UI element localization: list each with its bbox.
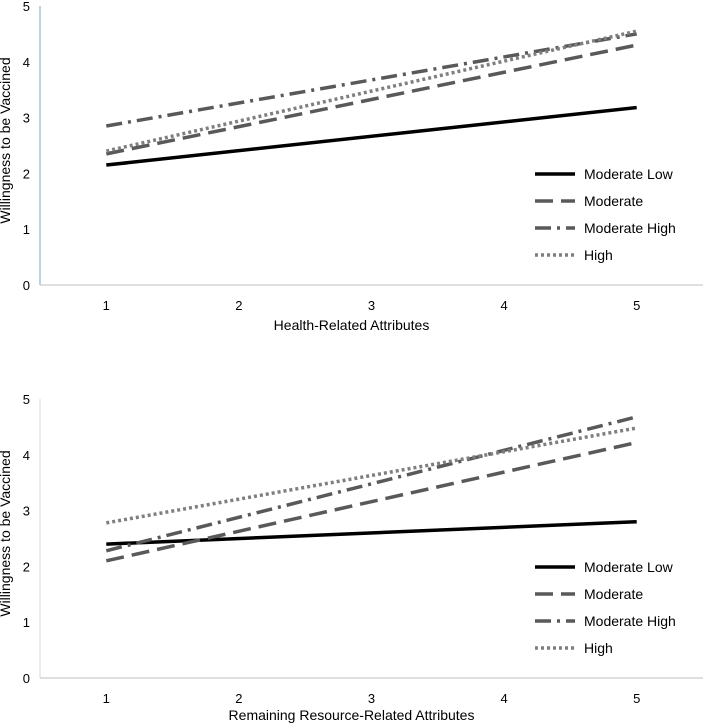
series-line-high (105, 29, 638, 153)
y-tick-label: 4 (23, 55, 30, 70)
x-tick-label: 4 (500, 298, 507, 313)
y-tick-label: 2 (23, 559, 30, 574)
y-tick-label: 1 (23, 222, 30, 237)
x-tick-label: 5 (633, 691, 640, 706)
y-tick-label: 3 (23, 111, 30, 126)
y-tick-label: 1 (23, 615, 30, 630)
y-tick-label: 4 (23, 448, 30, 463)
series-line-high (105, 426, 638, 525)
chart-1: 0 1 2 3 4 5 1 2 3 4 5 Health-Related Attributes Will… (0, 0, 703, 333)
x-tick-label: 1 (103, 298, 110, 313)
x-tick-label: 1 (103, 691, 110, 706)
x-tick-label: 4 (500, 691, 507, 706)
series-line-moderate-low (106, 520, 637, 546)
legend-label: Moderate Low (584, 166, 674, 182)
y-tick-label: 2 (23, 166, 30, 181)
legend-label: High (584, 640, 613, 656)
chart-2: 0 1 2 3 4 5 1 2 3 4 5 Remaining Resource-Related At… (0, 392, 703, 723)
series-line-moderate-high (106, 32, 637, 128)
legend-label: High (584, 247, 613, 263)
series-line-moderate-high (105, 415, 638, 553)
series-line-moderate-low (106, 105, 637, 167)
x-tick-label: 3 (368, 691, 375, 706)
y-axis-title: Willingness to be Vaccined (0, 450, 13, 616)
x-tick-label: 2 (235, 691, 242, 706)
legend-label: Moderate Low (584, 559, 674, 575)
y-tick-label: 3 (23, 504, 30, 519)
x-axis-title: Health-Related Attributes (274, 317, 430, 333)
x-axis-title: Remaining Resource-Related Attributes (229, 707, 475, 723)
y-tick-label: 0 (23, 278, 30, 293)
series-line-moderate (105, 440, 638, 563)
x-tick-label: 3 (368, 298, 375, 313)
y-axis-title: Willingness to be Vaccined (0, 57, 13, 223)
legend-label: Moderate (584, 193, 643, 209)
y-tick-label: 5 (23, 0, 30, 14)
legend-label: Moderate (584, 586, 643, 602)
x-tick-label: 5 (633, 298, 640, 313)
legend-label: Moderate High (584, 613, 676, 629)
y-tick-label: 0 (23, 671, 30, 686)
y-tick-label: 5 (23, 392, 30, 407)
series-line-moderate (105, 43, 638, 156)
legend-label: Moderate High (584, 220, 676, 236)
x-tick-label: 2 (235, 298, 242, 313)
